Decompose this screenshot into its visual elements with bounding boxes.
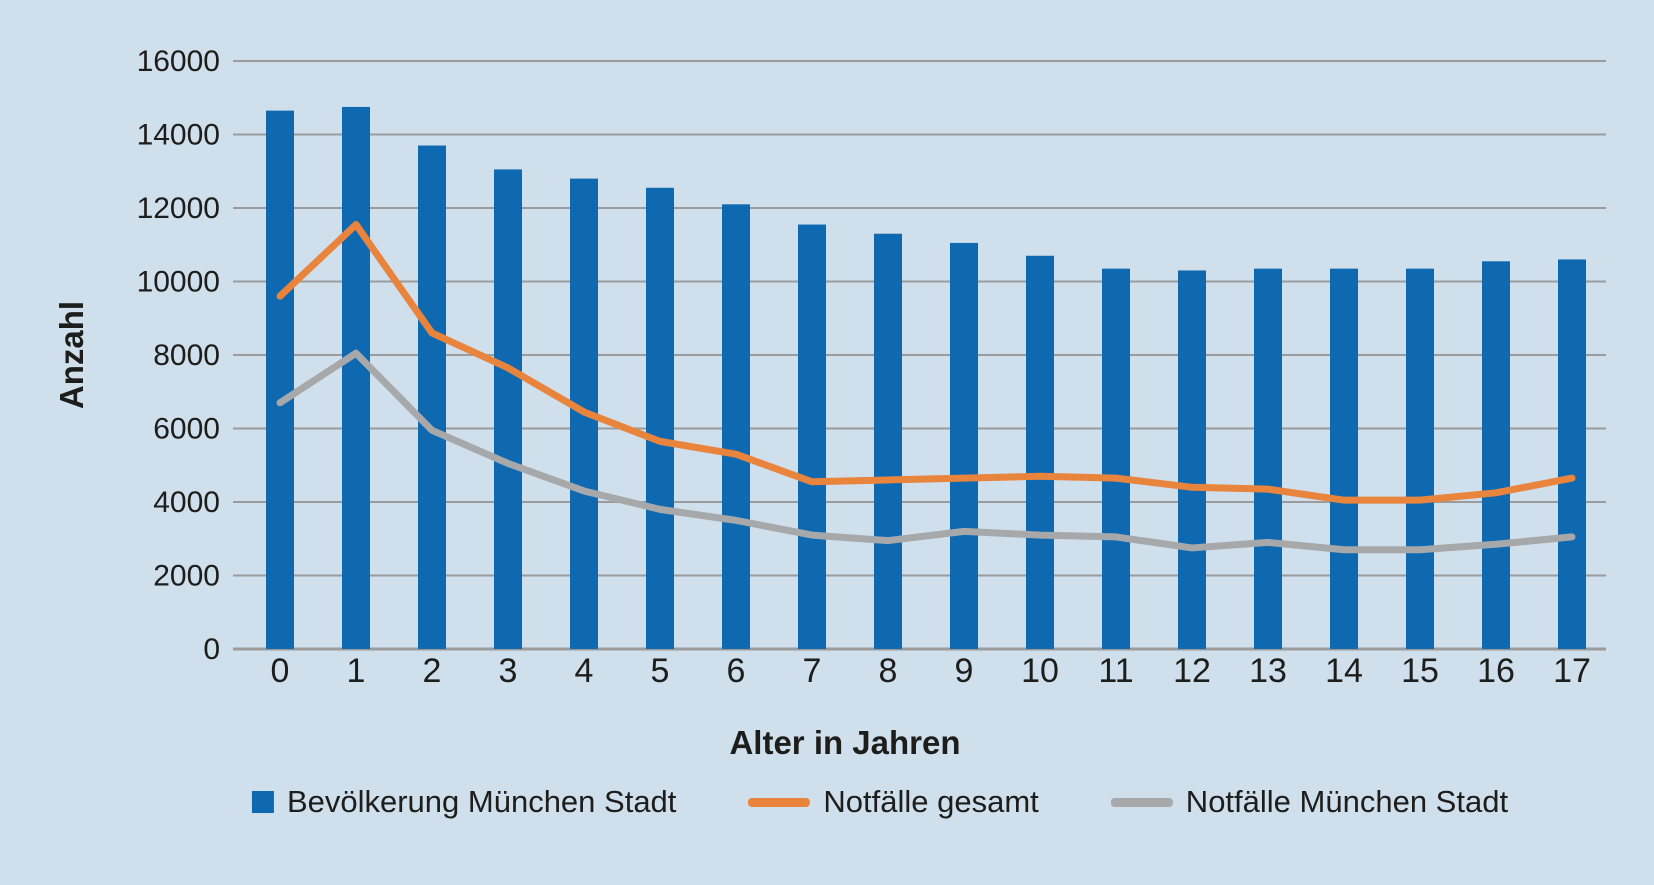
- y-tick-label: 0: [203, 633, 220, 666]
- y-axis-title: Anzahl: [53, 300, 90, 410]
- x-tick-label: 4: [575, 652, 594, 690]
- y-tick-label: 10000: [137, 266, 220, 299]
- bar-bevoelkerung: [1254, 268, 1282, 649]
- x-tick-label: 9: [955, 652, 974, 690]
- bar-bevoelkerung: [1406, 268, 1434, 649]
- y-tick-label: 8000: [153, 339, 220, 372]
- bar-bevoelkerung: [1330, 268, 1358, 649]
- y-tick-label: 12000: [137, 192, 220, 225]
- bar-bevoelkerung: [646, 187, 674, 649]
- x-tick-label: 0: [271, 652, 290, 690]
- y-tick-label: 2000: [153, 560, 220, 593]
- x-tick-label: 7: [803, 652, 822, 690]
- x-tick-label: 1: [347, 652, 366, 690]
- y-tick-label: 6000: [153, 413, 220, 446]
- legend-bar-swatch-icon: [251, 791, 274, 813]
- line-notfaelle-gesamt: [276, 221, 1576, 504]
- bar-bevoelkerung: [950, 242, 978, 649]
- x-tick-label: 3: [499, 652, 518, 690]
- bar-bevoelkerung: [722, 204, 750, 649]
- bar-bevoelkerung: [874, 233, 902, 649]
- x-tick-label: 12: [1173, 652, 1211, 690]
- x-tick-label: 2: [423, 652, 442, 690]
- x-tick-label: 15: [1401, 652, 1439, 690]
- legend-label-notfaelle-gesamt: Notfälle gesamt: [823, 784, 1039, 819]
- x-tick-label: 13: [1249, 652, 1287, 690]
- legend-orange-line-swatch-icon: [748, 797, 811, 807]
- bar-bevoelkerung: [798, 224, 826, 649]
- y-tick-label: 14000: [137, 119, 220, 152]
- x-tick-label: 10: [1021, 652, 1059, 690]
- bar-bevoelkerung: [1102, 268, 1130, 649]
- legend: Bevölkerung München Stadt Notfälle gesam…: [251, 784, 1509, 820]
- x-tick-label: 17: [1553, 652, 1591, 690]
- legend-item-notfaelle-muenchen: Notfälle München Stadt: [1110, 784, 1509, 820]
- legend-gray-line-swatch-icon: [1110, 797, 1173, 807]
- bar-bevoelkerung: [1482, 261, 1510, 649]
- x-tick-label: 11: [1098, 652, 1133, 690]
- legend-item-notfaelle-gesamt: Notfälle gesamt: [748, 784, 1039, 820]
- legend-label-bevoelkerung: Bevölkerung München Stadt: [286, 784, 677, 819]
- x-tick-label: 6: [727, 652, 746, 690]
- x-tick-label: 16: [1477, 652, 1515, 690]
- x-axis-title: Alter in Jahren: [729, 724, 961, 761]
- bar-bevoelkerung: [418, 145, 446, 649]
- bar-bevoelkerung: [1026, 255, 1054, 649]
- bar-bevoelkerung: [494, 169, 522, 649]
- bar-bevoelkerung: [266, 110, 294, 650]
- line-notfaelle-muenchen: [276, 349, 1576, 554]
- y-tick-label: 4000: [153, 486, 220, 519]
- x-tick-label: 8: [879, 652, 898, 690]
- y-tick-label: 16000: [137, 45, 220, 78]
- legend-item-bevoelkerung: Bevölkerung München Stadt: [251, 784, 677, 820]
- x-tick-label: 5: [651, 652, 670, 690]
- bar-bevoelkerung: [1558, 259, 1586, 649]
- legend-label-notfaelle-muenchen: Notfälle München Stadt: [1185, 784, 1509, 819]
- bar-bevoelkerung: [1178, 270, 1206, 649]
- bar-bevoelkerung: [342, 106, 370, 649]
- x-tick-label: 14: [1325, 652, 1363, 690]
